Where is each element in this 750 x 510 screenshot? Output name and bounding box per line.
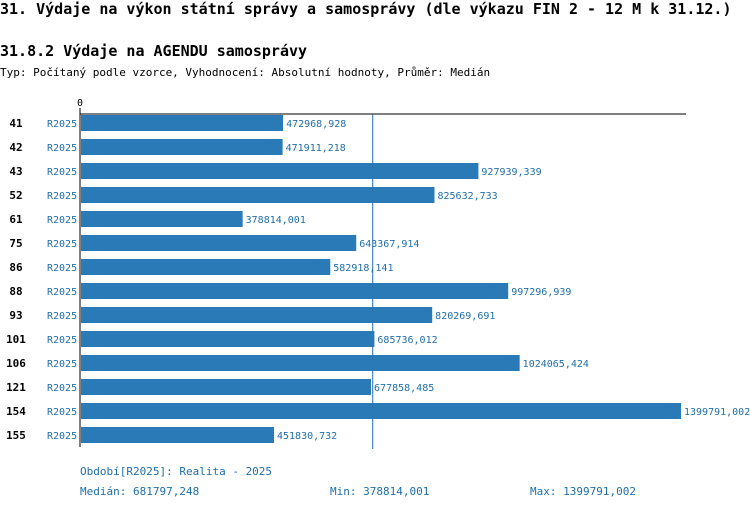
category-label: 61 [9, 213, 23, 226]
category-label: 43 [9, 165, 22, 178]
series-label: R2025 [47, 167, 77, 178]
category-label: 154 [6, 405, 26, 418]
bar-value-label: 378814,001 [246, 215, 306, 226]
bar-value-label: 643367,914 [359, 239, 419, 250]
zero-tick-label: 0 [77, 98, 83, 109]
bar-value-label: 471911,218 [286, 143, 346, 154]
series-label: R2025 [47, 311, 77, 322]
category-label: 75 [9, 237, 22, 250]
bar-value-label: 472968,928 [286, 119, 346, 130]
page-title: 31. Výdaje na výkon státní správy a samo… [0, 0, 732, 18]
category-label: 106 [6, 357, 26, 370]
section-title: 31.8.2 Výdaje na AGENDU samosprávy [0, 42, 308, 60]
bar-value-label: 451830,732 [277, 431, 337, 442]
category-label: 121 [6, 381, 26, 394]
bar-value-label: 1024065,424 [523, 359, 589, 370]
series-label: R2025 [47, 215, 77, 226]
series-label: R2025 [47, 431, 77, 442]
bar-value-label: 997296,939 [511, 287, 571, 298]
series-label: R2025 [47, 407, 77, 418]
chart-description: Typ: Počítaný podle vzorce, Vyhodnocení:… [0, 66, 491, 79]
bar-value-label: 927939,339 [481, 167, 541, 178]
bar [81, 307, 433, 323]
bar [81, 115, 284, 131]
category-label: 155 [6, 429, 26, 442]
median-summary: Medián: 681797,248 [80, 485, 200, 498]
bar [81, 427, 274, 443]
category-label: 41 [9, 117, 23, 130]
category-label: 42 [9, 141, 22, 154]
series-label: R2025 [47, 335, 77, 346]
series-label: R2025 [47, 119, 77, 130]
category-label: 52 [9, 189, 22, 202]
bar [81, 211, 243, 227]
min-summary: Min: 378814,001 [330, 485, 430, 498]
category-label: 93 [9, 309, 22, 322]
bar [81, 355, 520, 371]
series-label: R2025 [47, 191, 77, 202]
max-summary: Max: 1399791,002 [530, 485, 636, 498]
bar-value-label: 677858,485 [374, 383, 434, 394]
bar [81, 139, 283, 155]
series-label: R2025 [47, 359, 77, 370]
bar [81, 235, 357, 251]
category-label: 88 [9, 285, 22, 298]
bar [81, 187, 435, 203]
bar [81, 403, 681, 419]
category-label: 101 [6, 333, 26, 346]
bar [81, 163, 479, 179]
series-label: R2025 [47, 287, 77, 298]
bar [81, 283, 509, 299]
series-label: R2025 [47, 143, 77, 154]
series-label: R2025 [47, 239, 77, 250]
bar-value-label: 582918,141 [333, 263, 393, 274]
period-legend: Období[R2025]: Realita - 2025 [80, 465, 273, 478]
bar-value-label: 1399791,002 [684, 407, 750, 418]
bar-value-label: 825632,733 [437, 191, 497, 202]
bar-value-label: 685736,012 [377, 335, 437, 346]
series-label: R2025 [47, 263, 77, 274]
bar [81, 379, 372, 395]
category-label: 86 [9, 261, 23, 274]
series-label: R2025 [47, 383, 77, 394]
bar-value-label: 820269,691 [435, 311, 495, 322]
bar [81, 259, 331, 275]
bar [81, 331, 375, 347]
